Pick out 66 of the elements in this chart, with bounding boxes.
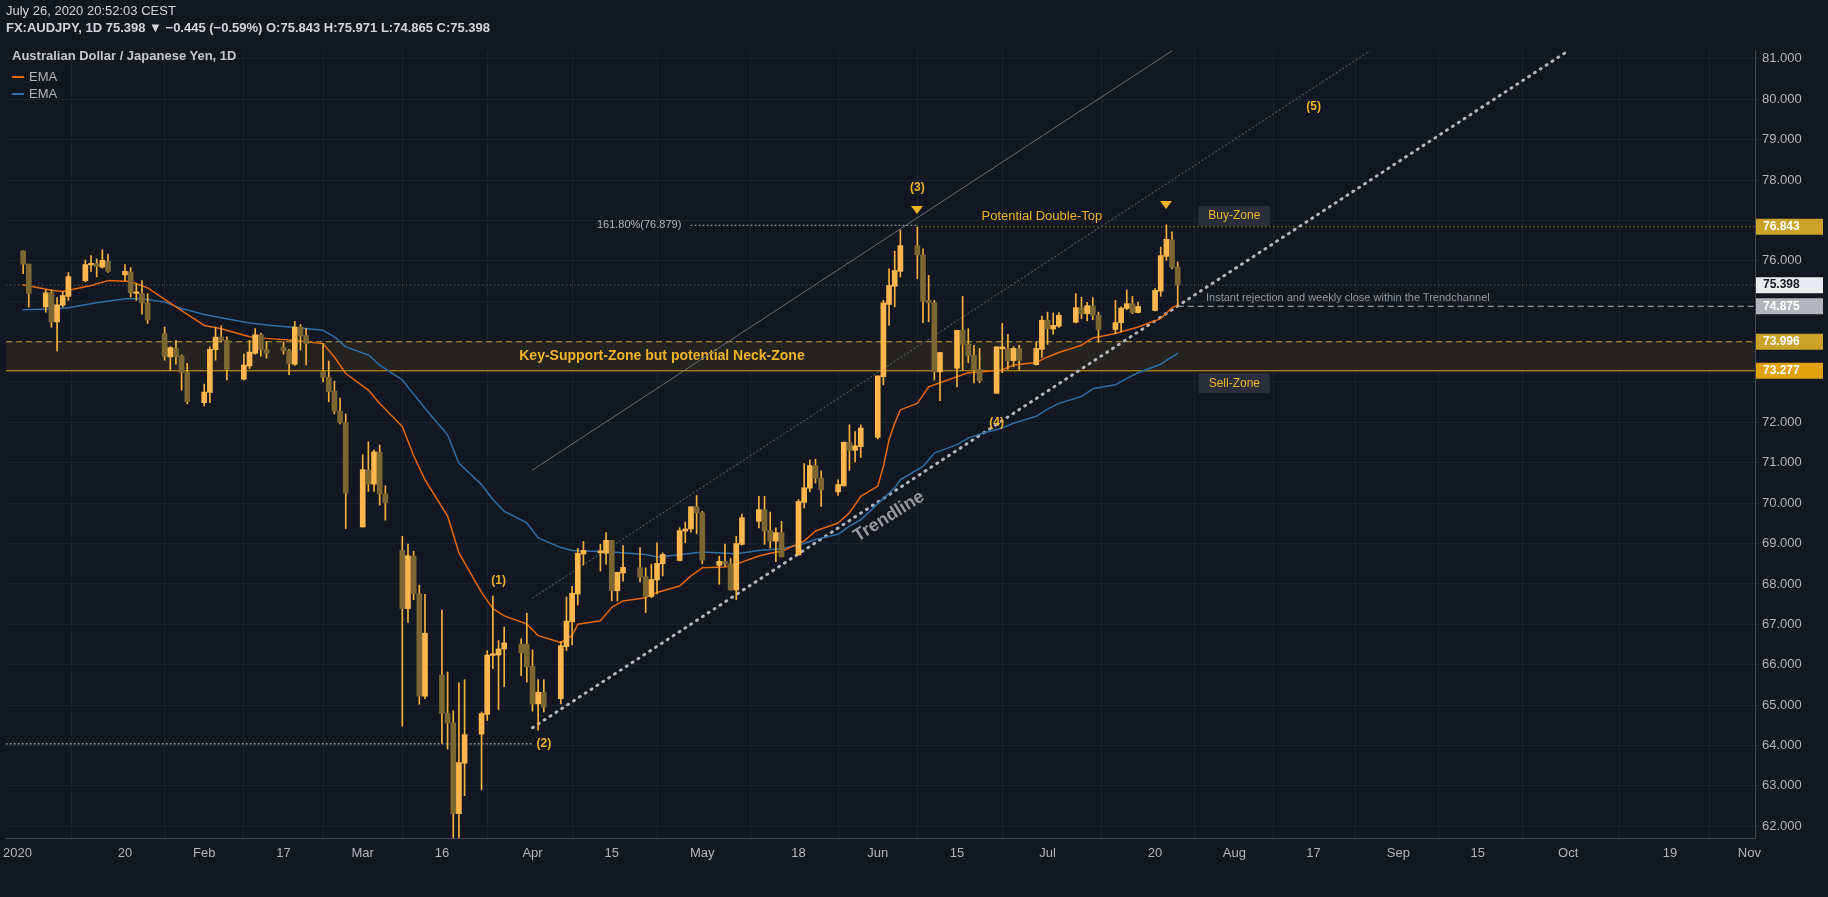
candlestick <box>773 527 779 563</box>
x-tick-label: May <box>690 844 716 860</box>
y-tick-label: 79.000 <box>1762 131 1802 147</box>
y-tick-label: 66.000 <box>1762 656 1802 672</box>
y-tick-label: 68.000 <box>1762 575 1802 591</box>
ref-line-label: 74.875 <box>1763 298 1801 313</box>
x-tick-label: 19 <box>1662 844 1678 860</box>
annotation: (4) <box>989 414 1004 429</box>
x-tick-label: 15 <box>1470 844 1485 860</box>
x-tick-label: Feb <box>193 844 216 860</box>
y-tick-label: 80.000 <box>1762 90 1802 106</box>
chart-title: Australian Dollar / Japanese Yen, 1D <box>12 48 237 63</box>
legend-label: EMA <box>29 86 58 101</box>
candlestick <box>122 264 128 281</box>
band-label: Key-Support-Zone but potential Neck-Zone <box>519 347 805 364</box>
annotation: 161.80%(76.879) <box>596 218 682 231</box>
x-tick-label: 2020 <box>3 844 32 860</box>
x-tick-label: Aug <box>1222 844 1246 860</box>
ref-line-label: 73.277 <box>1763 363 1801 378</box>
ref-line-label: 73.996 <box>1763 334 1801 349</box>
ref-line-label: 76.843 <box>1763 219 1801 234</box>
chart-subtitle: FX:AUDJPY, 1D 75.398 ▼ −0.445 (−0.59%) O:75.843 H:75.971 L:74.865 C:75.398 <box>6 20 491 35</box>
annotation: (2) <box>536 736 552 751</box>
y-tick-label: 71.000 <box>1762 454 1802 470</box>
y-tick-label: 64.000 <box>1762 737 1802 753</box>
annotation: Sell-Zone <box>1208 375 1261 390</box>
x-tick-label: Oct <box>1558 844 1579 860</box>
annotation: Instant rejection and weekly close within the Trendchannel <box>1206 291 1490 304</box>
y-tick-label: 63.000 <box>1762 777 1802 793</box>
annotation: (1) <box>491 572 506 587</box>
annotation: (3) <box>910 180 925 195</box>
x-tick-label: 17 <box>276 844 291 860</box>
y-tick-label: 67.000 <box>1762 615 1802 631</box>
x-tick-label: Nov <box>1737 844 1762 860</box>
y-tick-label: 78.000 <box>1762 171 1802 187</box>
x-tick-label: Jun <box>867 844 889 860</box>
y-tick-label: 62.000 <box>1762 817 1802 833</box>
x-tick-label: 20 <box>1147 844 1163 860</box>
x-tick-label: Jul <box>1039 844 1056 860</box>
x-tick-label: Mar <box>351 844 375 860</box>
annotation: (5) <box>1306 99 1321 114</box>
y-tick-label: 69.000 <box>1762 535 1802 551</box>
candlestick <box>320 343 326 383</box>
ref-line-label: 75.398 <box>1763 277 1801 292</box>
y-tick-label: 72.000 <box>1762 413 1802 429</box>
x-tick-label: 15 <box>604 844 619 860</box>
candlestick <box>133 283 140 301</box>
x-tick-label: 16 <box>434 844 450 860</box>
y-tick-label: 76.000 <box>1762 252 1802 268</box>
candlestick <box>93 258 100 278</box>
text: July 26, 2020 20:52:03 CEST <box>6 3 176 18</box>
y-tick-label: 70.000 <box>1762 494 1802 510</box>
x-tick-label: Apr <box>522 844 544 860</box>
annotation: Buy-Zone <box>1208 208 1261 223</box>
y-tick-label: 81.000 <box>1762 50 1802 66</box>
x-tick-label: 20 <box>117 844 133 860</box>
candlestick <box>716 555 723 585</box>
x-tick-label: 15 <box>949 844 965 860</box>
annotation: Potential Double-Top <box>981 207 1103 223</box>
y-tick-label: 65.000 <box>1762 696 1802 712</box>
candlestick <box>535 679 541 731</box>
candlestick <box>501 626 508 687</box>
x-tick-label: 18 <box>791 844 806 860</box>
legend-label: EMA <box>29 69 58 84</box>
x-tick-label: Sep <box>1386 844 1411 860</box>
x-tick-label: 17 <box>1306 844 1321 860</box>
